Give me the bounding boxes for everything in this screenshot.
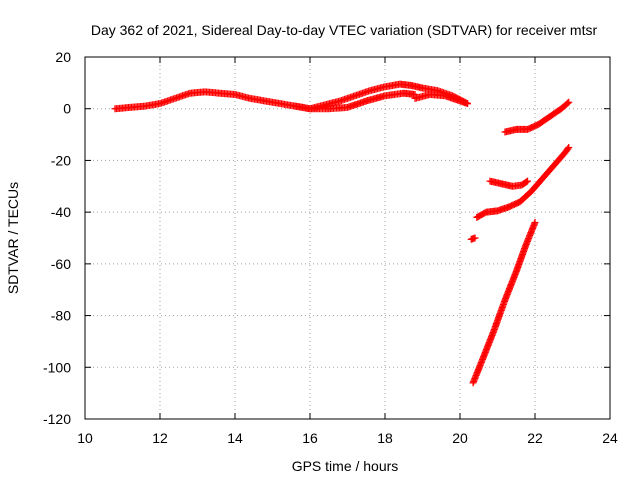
series-arc-8 xyxy=(501,98,573,136)
plot-frame xyxy=(84,56,611,420)
data-series xyxy=(111,80,573,387)
data-point xyxy=(564,145,572,153)
y-tick-label: -80 xyxy=(51,308,71,324)
x-axis-ticks: 10 12 14 16 18 20 22 24 xyxy=(77,57,618,446)
data-point xyxy=(564,99,572,107)
data-point xyxy=(464,100,471,108)
grid xyxy=(85,57,610,419)
y-tick-label: 0 xyxy=(63,101,71,117)
x-tick-label: 20 xyxy=(452,430,468,446)
series-arc-5 xyxy=(469,218,539,387)
data-point xyxy=(524,177,531,185)
series-arc-4 xyxy=(467,234,479,243)
y-tick-label: -60 xyxy=(51,256,71,272)
data-point xyxy=(565,144,573,151)
data-point xyxy=(522,178,530,186)
series-arc-7 xyxy=(486,177,531,190)
data-point xyxy=(471,234,479,242)
chart-title: Day 362 of 2021, Sidereal Day-to-day VTE… xyxy=(91,22,598,38)
data-point xyxy=(531,218,539,226)
x-tick-label: 10 xyxy=(77,430,93,446)
data-point xyxy=(565,98,573,106)
y-axis-label: SDTVAR / TECUs xyxy=(5,182,21,294)
series-arc-2 xyxy=(291,89,419,113)
x-axis-label: GPS time / hours xyxy=(292,458,399,474)
y-tick-label: -100 xyxy=(43,359,71,375)
y-tick-label: -40 xyxy=(51,204,71,220)
y-tick-label: -120 xyxy=(43,411,71,427)
series-arc-6 xyxy=(473,144,573,221)
x-tick-label: 16 xyxy=(302,430,318,446)
x-tick-label: 22 xyxy=(527,430,543,446)
x-tick-label: 18 xyxy=(377,430,393,446)
y-tick-label: -20 xyxy=(51,152,71,168)
x-tick-label: 24 xyxy=(602,430,618,446)
y-axis-ticks: 20 0 -20 -40 -60 -80 -100 -120 xyxy=(43,49,610,427)
x-tick-label: 12 xyxy=(152,430,168,446)
series-arc-3 xyxy=(411,90,471,108)
x-tick-label: 14 xyxy=(227,430,243,446)
y-tick-label: 20 xyxy=(55,49,71,65)
